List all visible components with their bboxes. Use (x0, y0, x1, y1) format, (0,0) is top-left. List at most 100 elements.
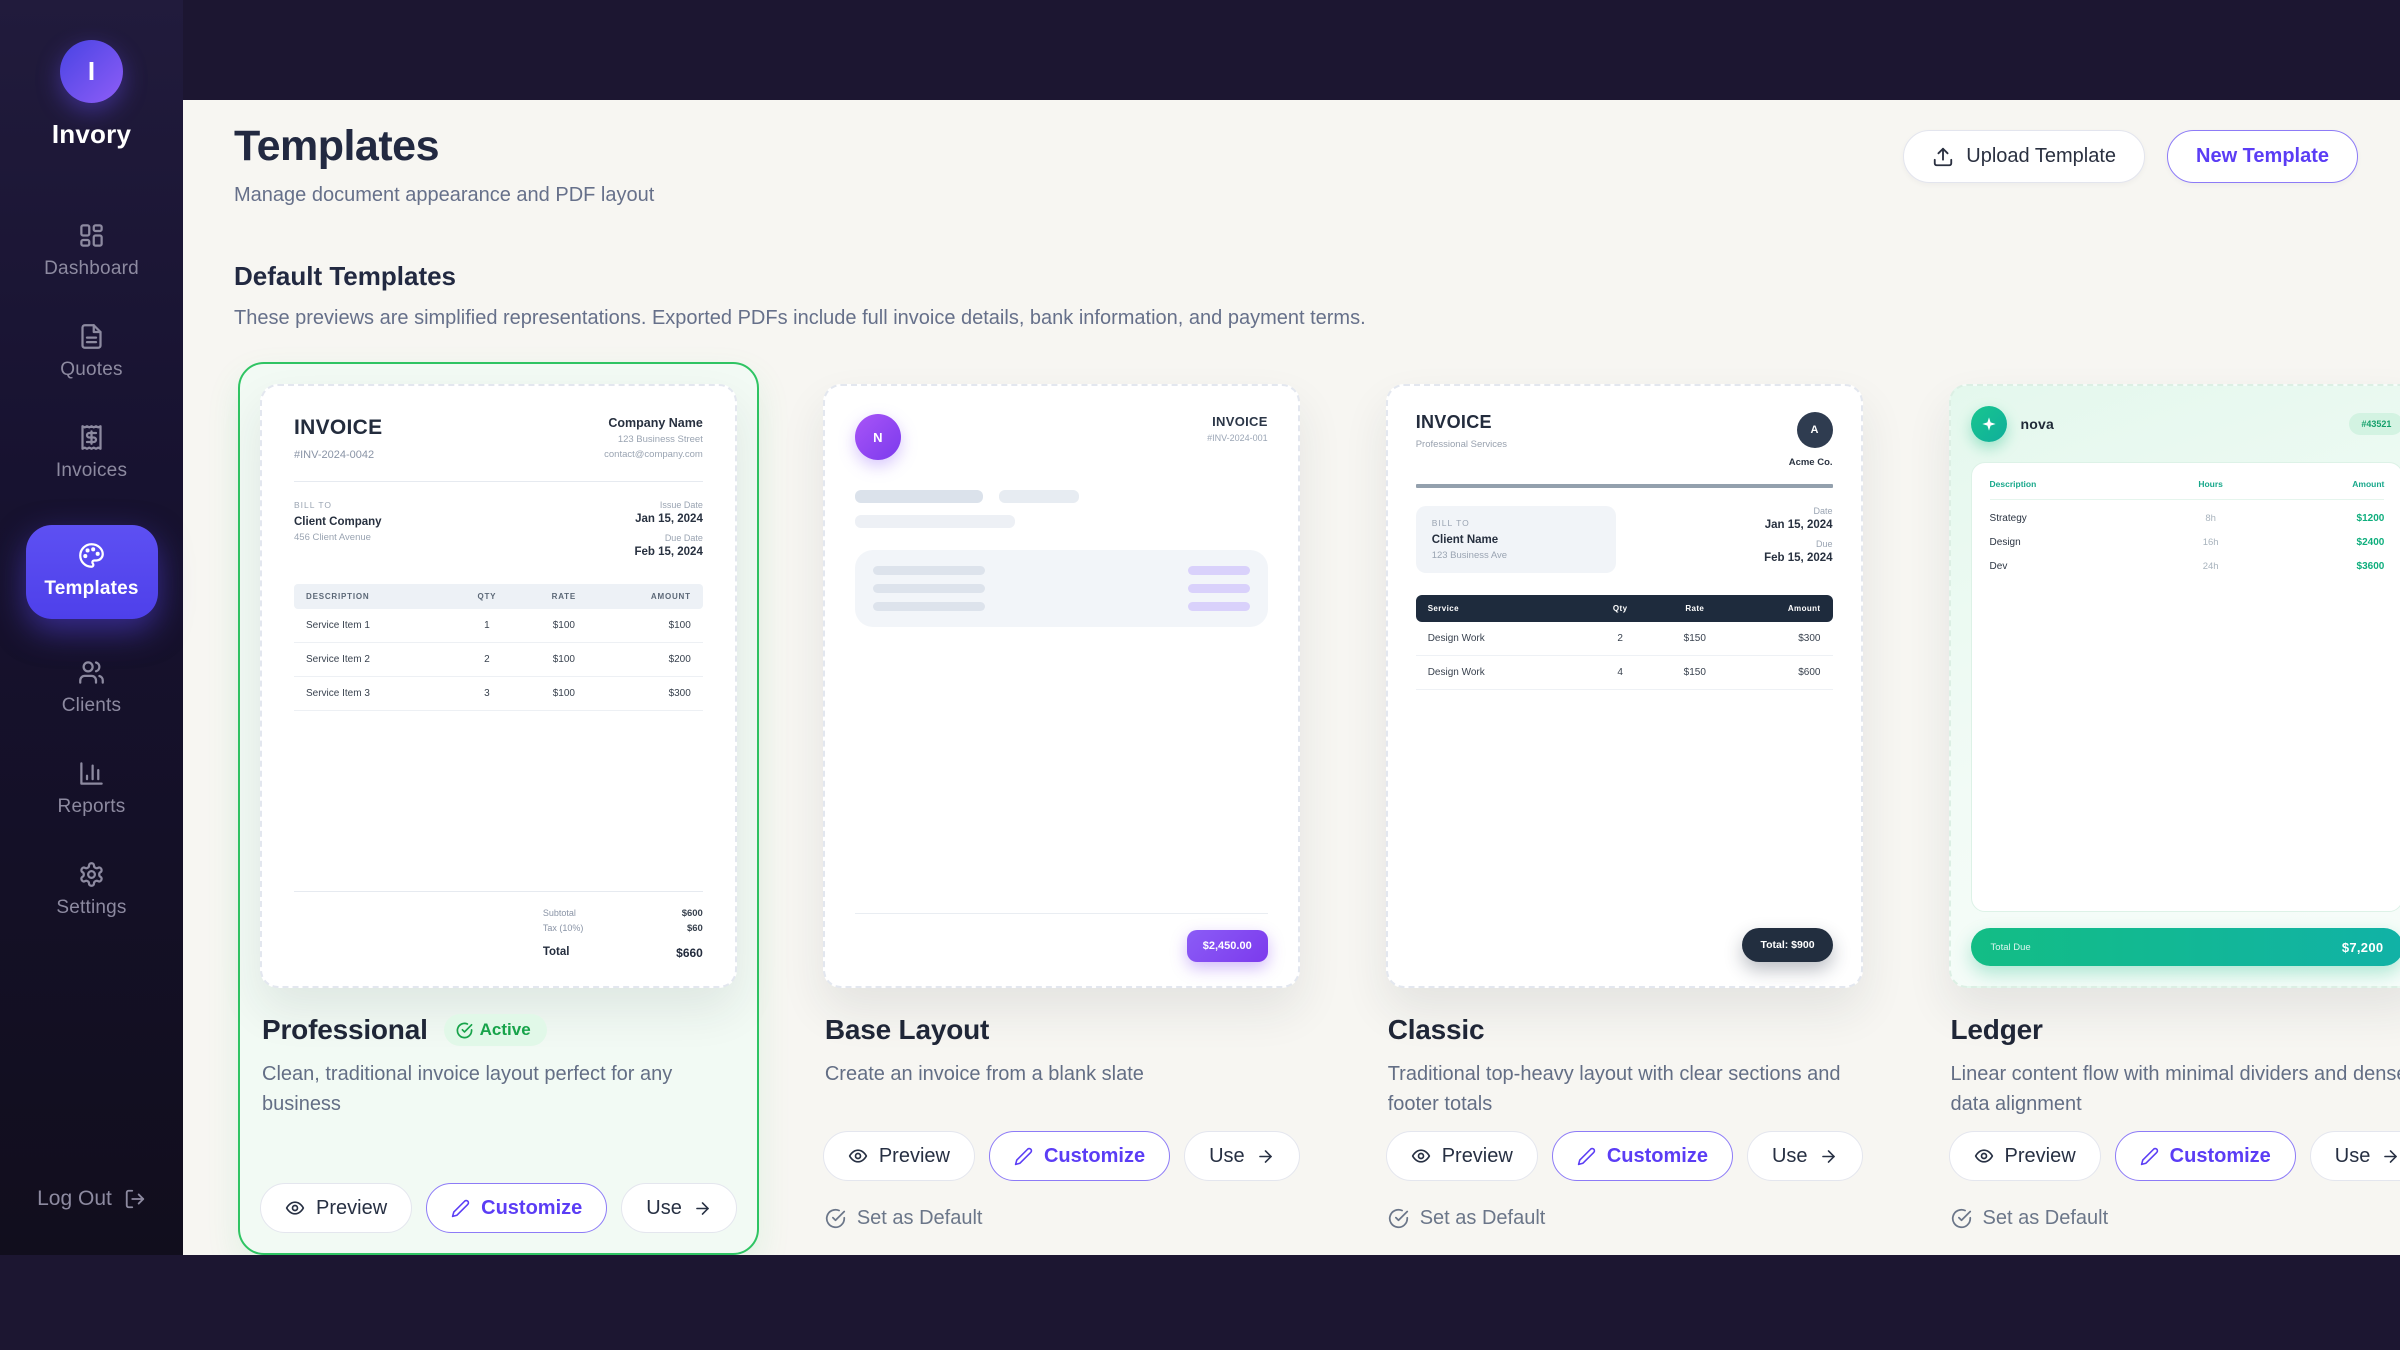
invoice-title: INVOICE (294, 416, 383, 439)
preview-button[interactable]: Preview (1385, 1131, 1538, 1181)
page-subtitle: Manage document appearance and PDF layou… (234, 184, 655, 206)
table-header-row: Description Hours Amount (1989, 479, 2385, 500)
template-card-ledger[interactable]: nova #43521 Description Hours Amount Str… (1948, 362, 2400, 1230)
card-description: Create an invoice from a blank slate (824, 1063, 1144, 1085)
eye-icon (1411, 1146, 1431, 1166)
use-button[interactable]: Use (621, 1183, 737, 1233)
customize-button[interactable]: Customize (1551, 1131, 1733, 1181)
due-label: Due (1816, 539, 1833, 549)
invoice-number: #INV-2024-001 (1207, 433, 1268, 443)
customize-button[interactable]: Customize (2114, 1131, 2296, 1181)
tax-value: $60 (686, 923, 703, 934)
total-badge: Total: $900 (1742, 928, 1833, 962)
dashboard-icon (78, 222, 105, 249)
company-address: 123 Business Street (617, 434, 703, 445)
total-label: Total (542, 946, 570, 958)
brand-name: nova (2020, 416, 2055, 432)
sidebar-item-label: Invoices (55, 460, 128, 481)
classic-preview: INVOICE Professional Services A Acme Co.… (1385, 384, 1863, 988)
template-card-professional[interactable]: INVOICE #INV-2024-0042 Company Name 123 … (238, 362, 759, 1255)
customize-button[interactable]: Customize (988, 1131, 1171, 1181)
use-button[interactable]: Use (1746, 1131, 1863, 1181)
due-date: Feb 15, 2024 (634, 546, 703, 558)
logout-button[interactable]: Log Out (0, 1187, 183, 1211)
upload-template-label: Upload Template (1966, 145, 2116, 167)
company-name: Acme Co. (1788, 457, 1833, 468)
app-logo-letter: I (87, 56, 96, 86)
sidebar-item-label: Templates (44, 578, 139, 599)
client-name: Client Company (294, 516, 382, 528)
card-title: Base Layout (824, 1014, 990, 1045)
table-row: Strategy 8h $1200 (1989, 513, 2385, 524)
date-label: Date (1813, 506, 1833, 516)
eye-icon (285, 1198, 305, 1218)
file-text-icon (78, 323, 105, 350)
client-name: Client Name (1431, 534, 1499, 546)
sidebar-item-dashboard[interactable]: Dashboard (0, 222, 183, 280)
table-row: Service Item 3 3 $100 $300 (294, 677, 703, 711)
arrow-right-icon (693, 1199, 712, 1218)
sidebar-item-invoices[interactable]: Invoices (0, 424, 183, 482)
sidebar-item-quotes[interactable]: Quotes (0, 323, 183, 381)
base-layout-preview: N INVOICE #INV-2024-001 (822, 384, 1300, 988)
subtotal-label: Subtotal (542, 908, 576, 918)
check-circle-icon (1951, 1208, 1972, 1229)
sidebar: I Invory Dashboard Quotes Invoices Te (0, 0, 183, 1255)
app-logo: I (60, 40, 123, 103)
skeleton-line (854, 515, 1268, 528)
brand-avatar: A (1796, 412, 1833, 448)
table-row: Design Work 4 $150 $600 (1415, 656, 1833, 690)
sidebar-item-settings[interactable]: Settings (0, 861, 183, 919)
preview-button[interactable]: Preview (1948, 1131, 2101, 1181)
use-button[interactable]: Use (1184, 1131, 1300, 1181)
ledger-preview: nova #43521 Description Hours Amount Str… (1948, 384, 2400, 988)
table-row: Service Item 2 2 $100 $200 (294, 643, 703, 677)
set-as-default-button[interactable]: Set as Default (1386, 1207, 1863, 1230)
invoice-number: #INV-2024-0042 (294, 449, 375, 461)
customize-button[interactable]: Customize (426, 1183, 608, 1233)
col-qty: QTY (477, 592, 497, 601)
page-header: Templates Manage document appearance and… (234, 100, 2358, 207)
arrow-right-icon (1819, 1147, 1838, 1166)
active-badge: Active (443, 1014, 547, 1046)
sidebar-item-templates[interactable]: Templates (25, 525, 158, 619)
thick-divider (1415, 484, 1833, 488)
users-icon (78, 659, 105, 686)
check-circle-icon (1388, 1208, 1409, 1229)
due-date-label: Due Date (664, 533, 703, 543)
card-title: Ledger (1950, 1014, 2043, 1045)
page-header-text: Templates Manage document appearance and… (234, 122, 654, 207)
use-button[interactable]: Use (2309, 1131, 2400, 1181)
col-description: DESCRIPTION (306, 592, 370, 601)
set-as-default-button[interactable]: Set as Default (823, 1207, 1300, 1230)
issue-date-label: Issue Date (659, 500, 703, 510)
sidebar-nav: Dashboard Quotes Invoices Templates Clie (0, 222, 183, 962)
template-card-base-layout[interactable]: N INVOICE #INV-2024-001 (822, 362, 1300, 1230)
eye-icon (1974, 1146, 1994, 1166)
set-as-default-button[interactable]: Set as Default (1949, 1207, 2400, 1230)
upload-template-button[interactable]: Upload Template (1903, 130, 2145, 183)
template-card-classic[interactable]: INVOICE Professional Services A Acme Co.… (1385, 362, 1863, 1230)
sidebar-item-reports[interactable]: Reports (0, 760, 183, 818)
header-actions: Upload Template New Template (1903, 130, 2358, 183)
sidebar-item-clients[interactable]: Clients (0, 659, 183, 717)
subtotal-value: $600 (681, 908, 703, 919)
template-cards: INVOICE #INV-2024-0042 Company Name 123 … (234, 362, 2400, 1255)
preview-button[interactable]: Preview (822, 1131, 975, 1181)
issue-date: Jan 15, 2024 (635, 513, 703, 525)
table-row: Design Work 2 $150 $300 (1415, 622, 1833, 656)
card-description: Clean, traditional invoice layout perfec… (262, 1063, 673, 1115)
pencil-icon (2140, 1147, 2159, 1166)
new-template-button[interactable]: New Template (2167, 130, 2358, 183)
total-due-value: $7,200 (2341, 939, 2384, 955)
upload-icon (1932, 146, 1954, 168)
pencil-icon (1014, 1147, 1033, 1166)
totals-section: Subtotal $600 Tax (10%) $60 Total $660 (294, 891, 703, 960)
company-email: contact@company.com (604, 449, 703, 460)
bill-to-label: BILL TO (294, 500, 333, 510)
billing-section: BILL TO Client Company 456 Client Avenue… (294, 500, 703, 558)
brand-avatar: N (854, 414, 901, 460)
divider (854, 913, 1268, 914)
table-header-row: DESCRIPTION QTY RATE AMOUNT (294, 584, 703, 609)
preview-button[interactable]: Preview (260, 1183, 413, 1233)
